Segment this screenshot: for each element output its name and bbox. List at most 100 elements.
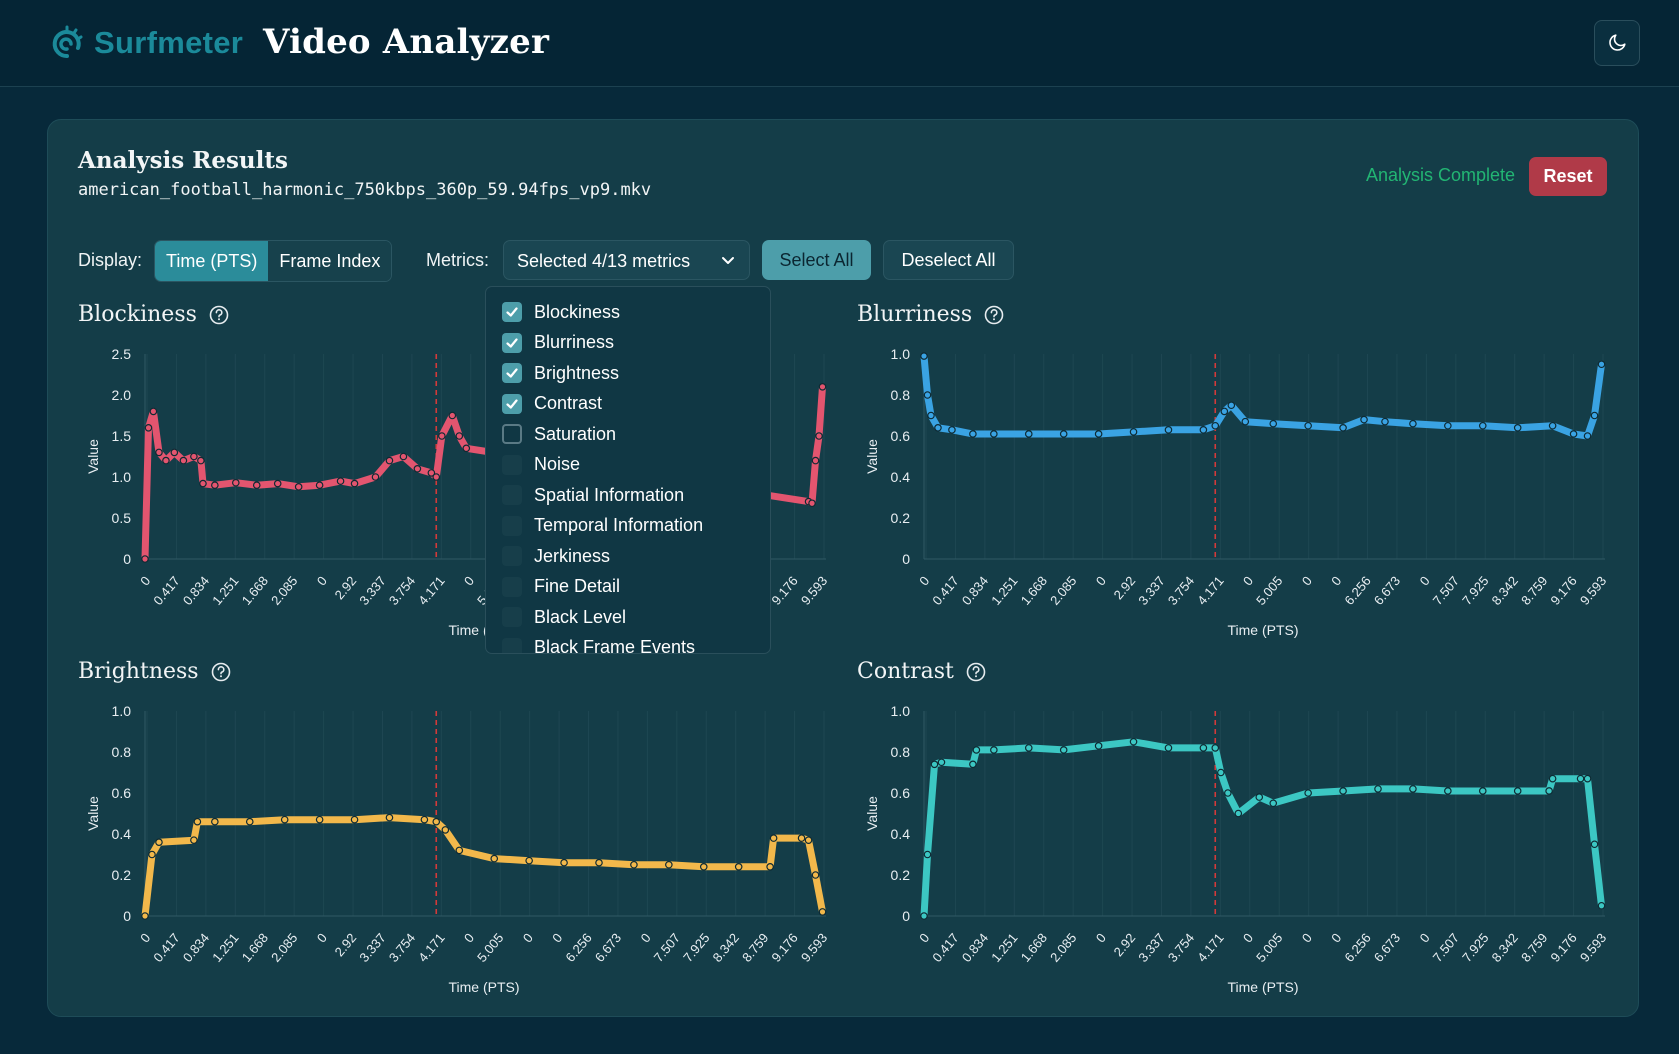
data-point [1548, 421, 1557, 430]
x-tick-label: 0.834 [180, 930, 212, 965]
x-tick-label: 3.754 [1165, 573, 1197, 608]
data-point [1059, 430, 1068, 438]
metric-option[interactable]: Contrast [502, 393, 602, 415]
checkbox-unchecked[interactable] [502, 607, 522, 627]
x-tick-label: 0.834 [959, 573, 991, 608]
metric-option[interactable]: Blockiness [502, 301, 620, 323]
series-line [920, 352, 1605, 440]
x-tick-label: 9.176 [768, 573, 800, 608]
metric-option[interactable]: Saturation [502, 423, 616, 445]
checkbox-unchecked[interactable] [502, 485, 522, 505]
data-point [525, 856, 533, 865]
brand-logo[interactable]: Surfmeter [46, 22, 243, 64]
checkbox-unchecked[interactable] [502, 424, 522, 444]
x-tick-label: 0 [916, 573, 932, 588]
data-point [1164, 744, 1173, 752]
data-point [273, 479, 282, 488]
metric-option[interactable]: Noise [502, 454, 580, 476]
x-tick-label: 0 [638, 930, 654, 945]
data-point [211, 481, 219, 490]
reset-button[interactable]: Reset [1529, 157, 1607, 196]
metric-option-label: Black Level [534, 606, 627, 627]
checkbox-checked[interactable] [502, 302, 522, 322]
x-tick-label: 5.005 [1253, 573, 1285, 608]
x-tick-label: 8.342 [710, 930, 742, 965]
select-all-button[interactable]: Select All [762, 240, 871, 280]
checkbox-unchecked[interactable] [502, 454, 522, 475]
chart-contrast[interactable]: 0 0.417 0.834 1.251 1.668 2.085 0 2.92 3.337 3.75… [857, 697, 1612, 997]
metrics-select-value: Selected 4/13 metrics [517, 251, 691, 271]
checkbox-checked[interactable] [502, 332, 522, 353]
help-icon[interactable] [984, 305, 1004, 325]
metric-option-label: Fine Detail [534, 576, 621, 596]
data-point [972, 746, 981, 754]
data-point [1444, 787, 1452, 795]
metric-option[interactable]: Jerkiness [502, 545, 610, 567]
metric-option[interactable]: Black Level [502, 606, 626, 628]
x-tick-label: 7.507 [1430, 930, 1462, 965]
chart-blurriness[interactable]: 0 0.417 0.834 1.251 1.668 2.085 0 2.92 3.337 3.75… [857, 340, 1612, 640]
x-tick-label: 2.085 [268, 573, 300, 608]
metric-option[interactable]: Brightness [502, 362, 619, 384]
data-point [818, 908, 827, 916]
data-point [1129, 428, 1138, 436]
data-point [1590, 840, 1599, 849]
help-icon[interactable] [209, 305, 229, 325]
metric-option[interactable]: Blurriness [502, 332, 614, 354]
checkbox-checked[interactable] [502, 363, 522, 383]
metrics-select[interactable]: Selected 4/13 metrics [503, 240, 750, 280]
metric-option[interactable]: Black Frame Events [502, 637, 695, 653]
checkbox-unchecked[interactable] [502, 637, 522, 653]
data-point [148, 850, 156, 859]
metric-option[interactable]: Temporal Information [502, 515, 703, 537]
y-tick-label: 0 [123, 908, 131, 924]
y-tick-label: 1.5 [112, 428, 132, 444]
y-tick-label: 0.4 [891, 469, 911, 485]
x-tick-label: 3.337 [356, 573, 388, 608]
data-point [699, 863, 708, 871]
data-point [1211, 744, 1220, 752]
x-tick-label: 8.342 [1489, 573, 1521, 608]
checkbox-unchecked[interactable] [502, 576, 522, 597]
data-point [294, 483, 303, 491]
data-point [937, 758, 946, 767]
data-point [141, 912, 149, 920]
data-point [1255, 793, 1264, 801]
help-icon[interactable] [211, 662, 231, 682]
data-point [1094, 742, 1103, 750]
chart-title-text: Contrast [857, 659, 954, 684]
data-point [1583, 774, 1592, 783]
x-tick-label: 7.925 [1459, 930, 1491, 965]
data-point [766, 863, 774, 871]
data-point [923, 391, 932, 399]
theme-toggle-button[interactable] [1594, 20, 1640, 66]
data-point [1374, 785, 1382, 793]
checkmark-icon [506, 337, 518, 348]
checkbox-unchecked[interactable] [502, 515, 522, 536]
checkbox-unchecked[interactable] [502, 546, 522, 566]
y-tick-label: 0 [902, 551, 910, 567]
metric-option-label: Brightness [534, 362, 620, 383]
display-option-frame-index[interactable]: Frame Index [268, 241, 392, 281]
data-point [315, 481, 324, 490]
data-point [1234, 809, 1243, 818]
y-tick-label: 0.4 [112, 826, 132, 842]
deselect-all-button[interactable]: Deselect All [883, 240, 1014, 280]
chart-brightness[interactable]: 0 0.417 0.834 1.251 1.668 2.085 0 2.92 3.337 3.75… [78, 697, 833, 997]
data-point [1059, 746, 1068, 754]
display-option-time[interactable]: Time (PTS) [155, 241, 269, 281]
metric-option[interactable]: Spatial Information [502, 484, 684, 506]
data-point [190, 836, 198, 844]
checkmark-icon [506, 398, 518, 409]
data-point [1339, 424, 1347, 432]
help-icon[interactable] [966, 662, 986, 682]
metric-option[interactable]: Fine Detail [502, 576, 620, 598]
data-point [462, 444, 471, 453]
checkbox-checked[interactable] [502, 393, 522, 414]
x-tick-label: 8.759 [739, 930, 771, 965]
data-point [455, 846, 464, 855]
y-tick-label: 0.5 [112, 510, 132, 526]
data-point [350, 815, 359, 824]
data-point [1513, 787, 1522, 795]
data-point [1409, 419, 1417, 428]
